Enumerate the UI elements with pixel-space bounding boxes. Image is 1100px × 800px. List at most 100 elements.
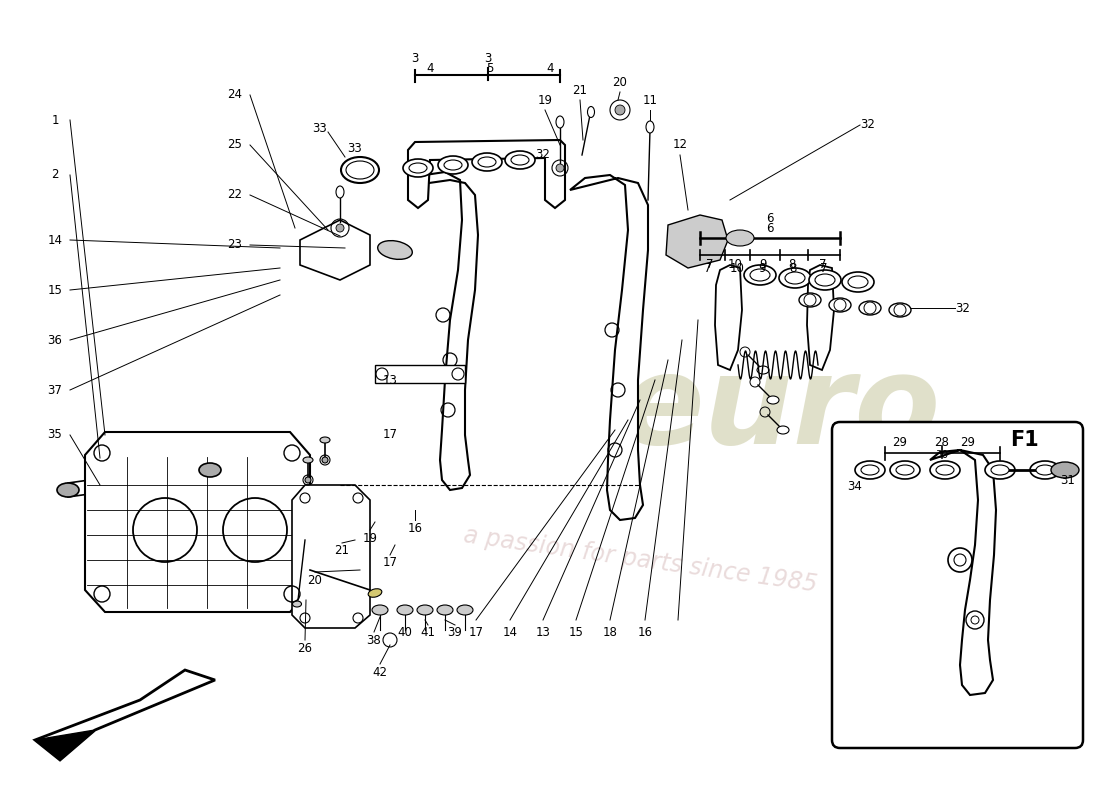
Ellipse shape: [478, 157, 496, 167]
Text: 17: 17: [469, 626, 484, 638]
Polygon shape: [300, 220, 370, 280]
Circle shape: [971, 616, 979, 624]
Text: 33: 33: [348, 142, 362, 154]
Text: 32: 32: [536, 149, 550, 162]
Text: F1: F1: [1011, 430, 1040, 450]
Ellipse shape: [1036, 465, 1054, 475]
Text: 9: 9: [759, 258, 767, 270]
Text: 24: 24: [228, 89, 242, 102]
Text: 10: 10: [727, 258, 742, 270]
Ellipse shape: [444, 160, 462, 170]
Text: 7: 7: [706, 258, 714, 270]
Text: 42: 42: [373, 666, 387, 678]
Circle shape: [615, 105, 625, 115]
Ellipse shape: [1050, 462, 1079, 478]
Polygon shape: [415, 172, 478, 490]
Text: 16: 16: [407, 522, 422, 534]
Ellipse shape: [505, 151, 535, 169]
Ellipse shape: [302, 457, 313, 463]
Text: 7: 7: [704, 262, 712, 274]
Ellipse shape: [889, 303, 911, 317]
FancyBboxPatch shape: [832, 422, 1084, 748]
Ellipse shape: [417, 605, 433, 615]
Text: 20: 20: [613, 75, 627, 89]
Ellipse shape: [767, 396, 779, 404]
Ellipse shape: [556, 116, 564, 128]
Text: 7: 7: [821, 262, 827, 274]
Text: 20: 20: [308, 574, 322, 586]
Text: 36: 36: [47, 334, 63, 346]
Text: 15: 15: [47, 283, 63, 297]
Ellipse shape: [409, 163, 427, 173]
Text: 32: 32: [956, 302, 970, 314]
Text: 22: 22: [228, 189, 242, 202]
Ellipse shape: [815, 274, 835, 286]
Text: 6: 6: [767, 222, 773, 234]
Text: 32: 32: [860, 118, 876, 131]
Ellipse shape: [896, 465, 914, 475]
Text: a passion for parts since 1985: a passion for parts since 1985: [462, 523, 818, 597]
Text: 37: 37: [47, 383, 63, 397]
Ellipse shape: [397, 605, 412, 615]
Text: 13: 13: [383, 374, 397, 386]
Text: 3: 3: [484, 51, 492, 65]
Text: 33: 33: [312, 122, 328, 134]
Text: 35: 35: [47, 429, 63, 442]
Ellipse shape: [587, 106, 594, 118]
Text: 38: 38: [366, 634, 382, 646]
Ellipse shape: [808, 270, 842, 290]
Text: 21: 21: [334, 545, 350, 558]
Circle shape: [954, 554, 966, 566]
Ellipse shape: [1030, 461, 1060, 479]
Text: 4: 4: [427, 62, 433, 74]
Circle shape: [305, 477, 311, 483]
Ellipse shape: [930, 461, 960, 479]
Ellipse shape: [438, 156, 468, 174]
Text: 15: 15: [569, 626, 583, 638]
Circle shape: [556, 164, 564, 172]
Polygon shape: [666, 215, 728, 268]
Ellipse shape: [859, 301, 881, 315]
Text: 12: 12: [672, 138, 688, 151]
Text: 13: 13: [536, 626, 550, 638]
Ellipse shape: [785, 272, 805, 284]
Text: 30: 30: [935, 450, 948, 460]
Text: 2: 2: [52, 169, 58, 182]
Ellipse shape: [984, 461, 1015, 479]
Ellipse shape: [848, 276, 868, 288]
Polygon shape: [35, 730, 95, 760]
Text: 6: 6: [767, 211, 773, 225]
Ellipse shape: [372, 605, 388, 615]
Text: 39: 39: [448, 626, 462, 639]
Ellipse shape: [757, 366, 769, 374]
Text: 10: 10: [729, 262, 745, 274]
Text: 5: 5: [486, 62, 494, 74]
Ellipse shape: [336, 186, 344, 198]
Circle shape: [322, 457, 328, 463]
Text: euro: euro: [619, 350, 940, 470]
Ellipse shape: [744, 265, 775, 285]
Text: 31: 31: [1060, 474, 1076, 486]
Polygon shape: [408, 140, 565, 208]
Ellipse shape: [403, 159, 433, 177]
Ellipse shape: [646, 121, 654, 133]
Text: 29: 29: [892, 437, 907, 450]
Ellipse shape: [199, 463, 221, 477]
Ellipse shape: [320, 437, 330, 443]
Text: 3: 3: [411, 51, 419, 65]
Ellipse shape: [293, 601, 301, 607]
Ellipse shape: [777, 426, 789, 434]
Ellipse shape: [750, 269, 770, 281]
Ellipse shape: [346, 161, 374, 179]
Polygon shape: [807, 265, 834, 370]
Polygon shape: [85, 432, 310, 612]
Polygon shape: [930, 450, 996, 695]
Text: 21: 21: [572, 83, 587, 97]
Ellipse shape: [829, 298, 851, 312]
Text: 41: 41: [420, 626, 436, 639]
Ellipse shape: [57, 483, 79, 497]
Bar: [375, 365, 465, 383]
Ellipse shape: [855, 461, 886, 479]
Text: 19: 19: [363, 531, 377, 545]
Text: 4: 4: [547, 62, 553, 74]
